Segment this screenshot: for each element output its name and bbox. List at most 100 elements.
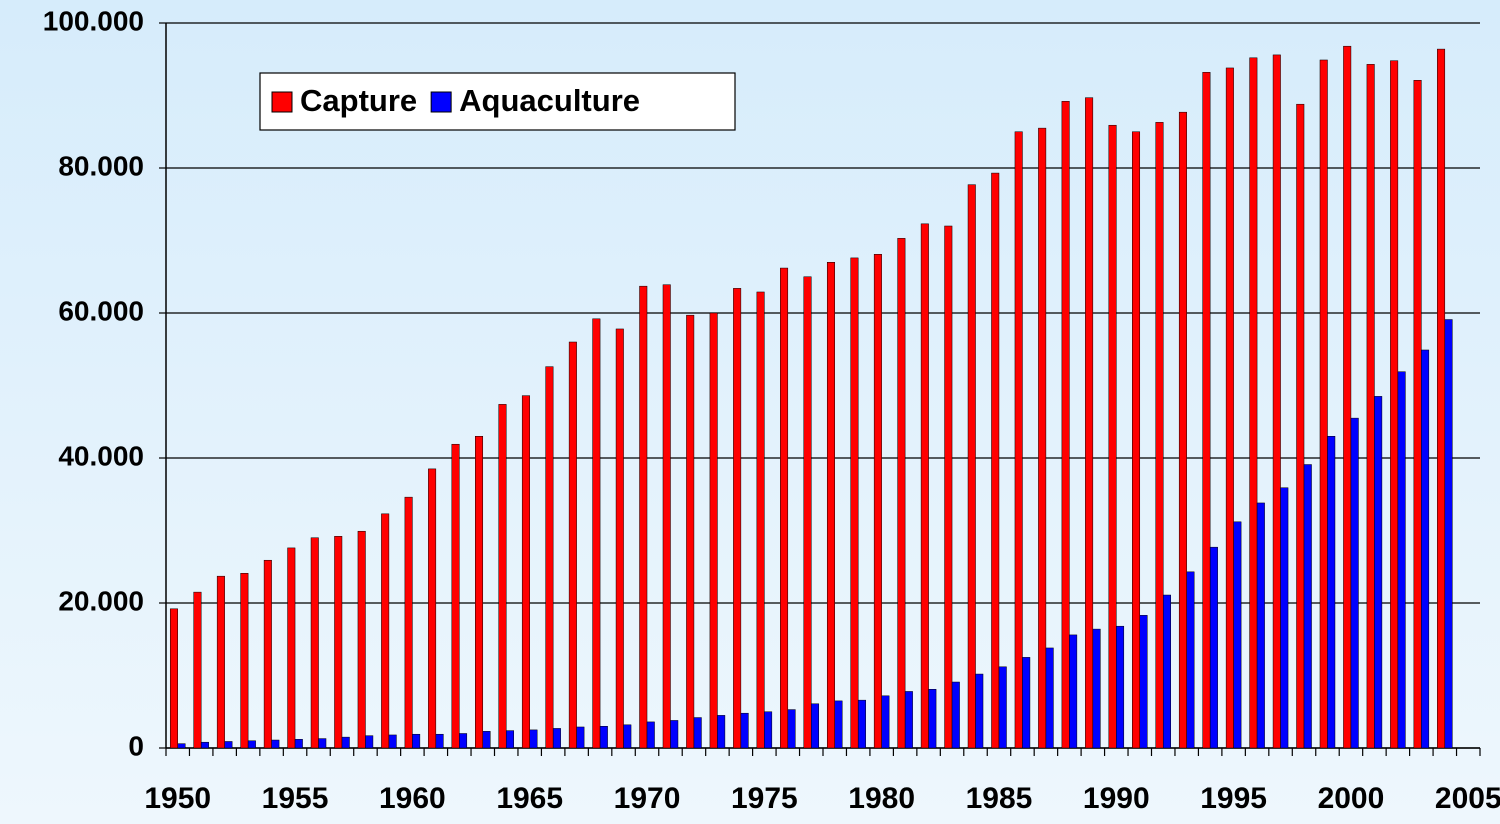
bar — [1085, 97, 1094, 749]
bar — [1233, 521, 1242, 749]
bar — [928, 689, 937, 749]
bar — [1108, 124, 1117, 749]
bar — [1249, 57, 1258, 749]
bar — [475, 436, 484, 749]
bar — [247, 740, 256, 749]
bar — [552, 728, 561, 749]
x-tick-label: 1955 — [262, 782, 329, 815]
bar — [310, 537, 319, 749]
bar — [1256, 502, 1265, 749]
bar — [764, 711, 773, 749]
bar — [294, 739, 303, 749]
bar — [998, 666, 1007, 749]
bar — [756, 291, 765, 749]
bar — [505, 730, 514, 749]
bar — [1155, 122, 1164, 749]
bar — [967, 184, 976, 749]
bar — [381, 513, 390, 749]
y-tick-label: 0 — [128, 730, 144, 761]
bar — [193, 591, 202, 749]
y-tick-label: 20.000 — [58, 585, 144, 616]
bar — [1343, 45, 1352, 749]
bar — [686, 314, 695, 749]
bar — [412, 733, 421, 749]
bar — [592, 318, 601, 749]
bar — [1272, 54, 1281, 749]
bar — [240, 573, 249, 749]
bar — [646, 721, 655, 749]
bar — [482, 731, 491, 749]
bar — [904, 691, 913, 749]
legend-label: Aquaculture — [459, 83, 640, 118]
x-tick-label: 1990 — [1083, 782, 1150, 815]
bar — [1397, 371, 1406, 749]
bar — [873, 254, 882, 749]
bar — [287, 547, 296, 749]
bar — [1280, 487, 1289, 749]
bar — [529, 729, 538, 749]
bar — [1014, 131, 1023, 749]
bar — [169, 608, 178, 749]
bar — [1186, 571, 1195, 749]
bar — [435, 733, 444, 749]
bar — [857, 699, 866, 749]
x-tick-label: 1980 — [848, 782, 915, 815]
bar — [1296, 103, 1305, 749]
bar — [662, 284, 671, 749]
bar — [693, 717, 702, 749]
bar — [897, 238, 906, 749]
bar — [334, 536, 343, 749]
legend-box — [259, 72, 736, 131]
bar — [318, 738, 327, 749]
bar — [263, 559, 272, 749]
bar — [991, 172, 1000, 749]
bar — [388, 734, 397, 749]
bar — [717, 715, 726, 749]
bar — [177, 743, 186, 749]
bar — [1116, 625, 1125, 749]
bar — [200, 741, 209, 749]
bar — [803, 276, 812, 749]
bar — [1413, 80, 1422, 749]
bar — [733, 288, 742, 749]
bar — [404, 496, 413, 749]
bar — [1178, 111, 1187, 749]
bar — [1162, 594, 1171, 749]
bar — [224, 741, 233, 749]
y-tick-label: 60.000 — [58, 295, 144, 326]
bar — [834, 700, 843, 749]
bar — [787, 709, 796, 749]
bar — [459, 733, 468, 749]
bar — [357, 530, 366, 749]
y-tick-label: 100.000 — [43, 5, 144, 36]
bar — [1225, 67, 1234, 749]
bar — [1092, 628, 1101, 749]
bar — [975, 673, 984, 749]
bar — [428, 468, 437, 749]
bar — [1374, 396, 1383, 749]
bar — [944, 225, 953, 749]
bar — [365, 735, 374, 749]
legend-swatch — [430, 91, 452, 113]
bar — [1139, 615, 1148, 749]
bar — [498, 404, 507, 749]
bar — [576, 726, 585, 749]
x-tick-label: 1950 — [144, 782, 211, 815]
bar — [709, 312, 718, 749]
bar — [1045, 647, 1054, 749]
x-tick-label: 1960 — [379, 782, 446, 815]
bar — [740, 712, 749, 749]
bar — [1390, 60, 1399, 749]
x-tick-label: 2000 — [1318, 782, 1385, 815]
bar — [1202, 72, 1211, 749]
bar — [1038, 127, 1047, 749]
bar — [1319, 59, 1328, 749]
bar — [881, 695, 890, 749]
bar — [850, 257, 859, 749]
bar — [341, 736, 350, 749]
bar — [826, 262, 835, 749]
bar — [639, 285, 648, 749]
bar — [615, 328, 624, 749]
bar — [1366, 64, 1375, 749]
